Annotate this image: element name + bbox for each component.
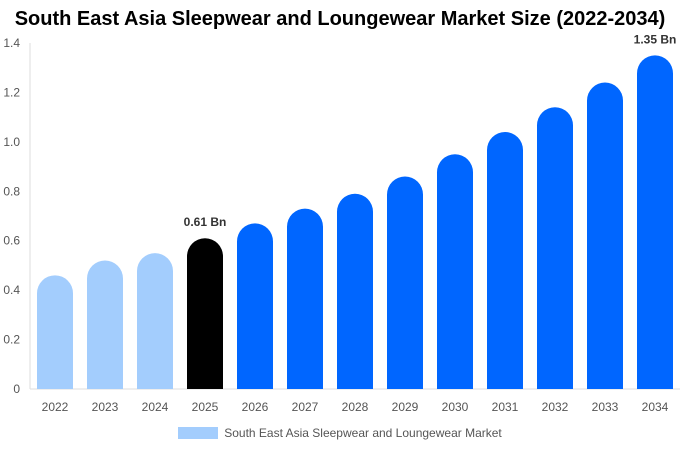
bar-2028 — [337, 193, 373, 389]
bar-2032 — [537, 107, 573, 389]
bar-2025 — [187, 238, 223, 389]
bar-2033 — [587, 82, 623, 390]
y-tick-label: 1.2 — [3, 85, 20, 99]
legend: South East Asia Sleepwear and Loungewear… — [0, 426, 680, 440]
x-tick-label: 2030 — [442, 400, 469, 414]
y-tick-label: 0.8 — [3, 184, 20, 198]
bar-2022 — [37, 275, 73, 389]
x-tick-label: 2027 — [292, 400, 319, 414]
y-tick-label: 1.0 — [3, 135, 20, 149]
chart-title: South East Asia Sleepwear and Loungewear… — [14, 8, 666, 30]
bar-2023 — [87, 260, 123, 389]
x-tick-label: 2031 — [492, 400, 519, 414]
x-tick-label: 2034 — [642, 400, 669, 414]
x-tick-label: 2032 — [542, 400, 569, 414]
legend-swatch — [178, 427, 219, 439]
x-tick-label: 2024 — [142, 400, 169, 414]
x-tick-label: 2029 — [392, 400, 419, 414]
x-tick-label: 2025 — [192, 400, 219, 414]
legend-label: South East Asia Sleepwear and Loungewear… — [224, 426, 502, 440]
x-tick-label: 2023 — [92, 400, 119, 414]
bar-2034 — [637, 55, 673, 389]
bar-2027 — [287, 208, 323, 389]
x-tick-label: 2022 — [42, 400, 69, 414]
data-label: 0.61 Bn — [184, 215, 227, 229]
bar-2026 — [237, 223, 273, 389]
y-tick-label: 0.2 — [3, 333, 20, 347]
bar-2031 — [487, 131, 523, 389]
y-tick-label: 0 — [13, 382, 20, 396]
y-tick-label: 1.4 — [3, 36, 20, 50]
x-tick-label: 2033 — [592, 400, 619, 414]
x-tick-label: 2028 — [342, 400, 369, 414]
bar-2024 — [137, 253, 173, 389]
y-tick-label: 0.4 — [3, 283, 20, 297]
x-tick-label: 2026 — [242, 400, 269, 414]
y-tick-label: 0.6 — [3, 234, 20, 248]
data-label: 1.35 Bn — [634, 32, 677, 46]
bar-2030 — [437, 154, 473, 389]
bar-2029 — [387, 176, 423, 389]
